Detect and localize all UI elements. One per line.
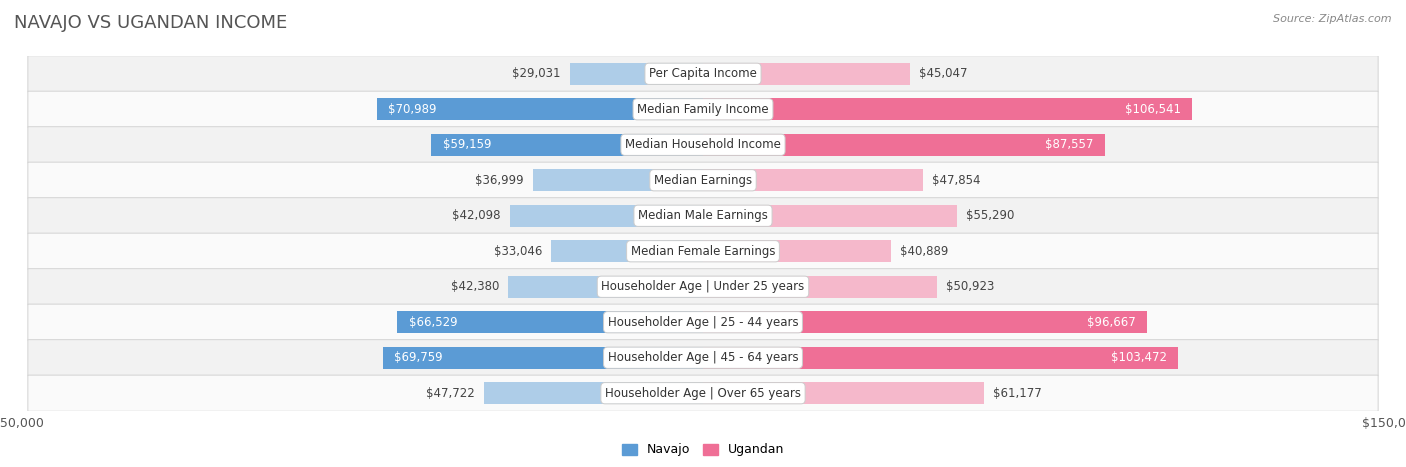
Bar [432,134,703,156]
Text: Median Earnings: Median Earnings [654,174,752,187]
Bar [377,98,703,120]
Text: $45,047: $45,047 [920,67,967,80]
Text: $87,557: $87,557 [1045,138,1094,151]
Text: $106,541: $106,541 [1125,103,1181,116]
Text: $42,098: $42,098 [451,209,501,222]
Text: Householder Age | Under 25 years: Householder Age | Under 25 years [602,280,804,293]
Text: Householder Age | Over 65 years: Householder Age | Over 65 years [605,387,801,400]
Text: $70,989: $70,989 [388,103,437,116]
FancyBboxPatch shape [28,127,1378,163]
Bar [703,98,1192,120]
Text: Householder Age | 45 - 64 years: Householder Age | 45 - 64 years [607,351,799,364]
Text: $66,529: $66,529 [409,316,457,329]
Bar [703,382,984,404]
Text: Median Female Earnings: Median Female Earnings [631,245,775,258]
Text: Median Family Income: Median Family Income [637,103,769,116]
Text: Source: ZipAtlas.com: Source: ZipAtlas.com [1274,14,1392,24]
Text: $61,177: $61,177 [993,387,1042,400]
Text: Per Capita Income: Per Capita Income [650,67,756,80]
Bar [569,63,703,85]
Text: Householder Age | 25 - 44 years: Householder Age | 25 - 44 years [607,316,799,329]
Text: Median Household Income: Median Household Income [626,138,780,151]
Text: $47,722: $47,722 [426,387,475,400]
Bar [551,240,703,262]
Text: $33,046: $33,046 [494,245,543,258]
Text: $29,031: $29,031 [512,67,561,80]
Text: $103,472: $103,472 [1111,351,1167,364]
FancyBboxPatch shape [28,91,1378,127]
FancyBboxPatch shape [28,269,1378,305]
Text: $47,854: $47,854 [932,174,980,187]
Text: $55,290: $55,290 [966,209,1015,222]
Bar [533,169,703,191]
Bar [703,347,1178,369]
Text: $50,923: $50,923 [946,280,994,293]
Legend: Navajo, Ugandan: Navajo, Ugandan [617,439,789,461]
FancyBboxPatch shape [28,198,1378,234]
Bar [484,382,703,404]
Text: $40,889: $40,889 [900,245,949,258]
Bar [703,169,922,191]
Bar [398,311,703,333]
Bar [703,134,1105,156]
Bar [703,276,936,298]
FancyBboxPatch shape [28,304,1378,340]
Text: $42,380: $42,380 [451,280,499,293]
Bar [703,205,957,227]
Text: $69,759: $69,759 [394,351,443,364]
Bar [509,205,703,227]
FancyBboxPatch shape [28,233,1378,269]
Bar [703,63,910,85]
Text: $96,667: $96,667 [1087,316,1136,329]
Text: Median Male Earnings: Median Male Earnings [638,209,768,222]
FancyBboxPatch shape [28,375,1378,411]
Bar [703,311,1147,333]
Bar [382,347,703,369]
Text: $59,159: $59,159 [443,138,491,151]
Bar [509,276,703,298]
Text: $36,999: $36,999 [475,174,524,187]
Bar [703,240,891,262]
FancyBboxPatch shape [28,162,1378,198]
FancyBboxPatch shape [28,340,1378,376]
Text: NAVAJO VS UGANDAN INCOME: NAVAJO VS UGANDAN INCOME [14,14,287,32]
FancyBboxPatch shape [28,56,1378,92]
